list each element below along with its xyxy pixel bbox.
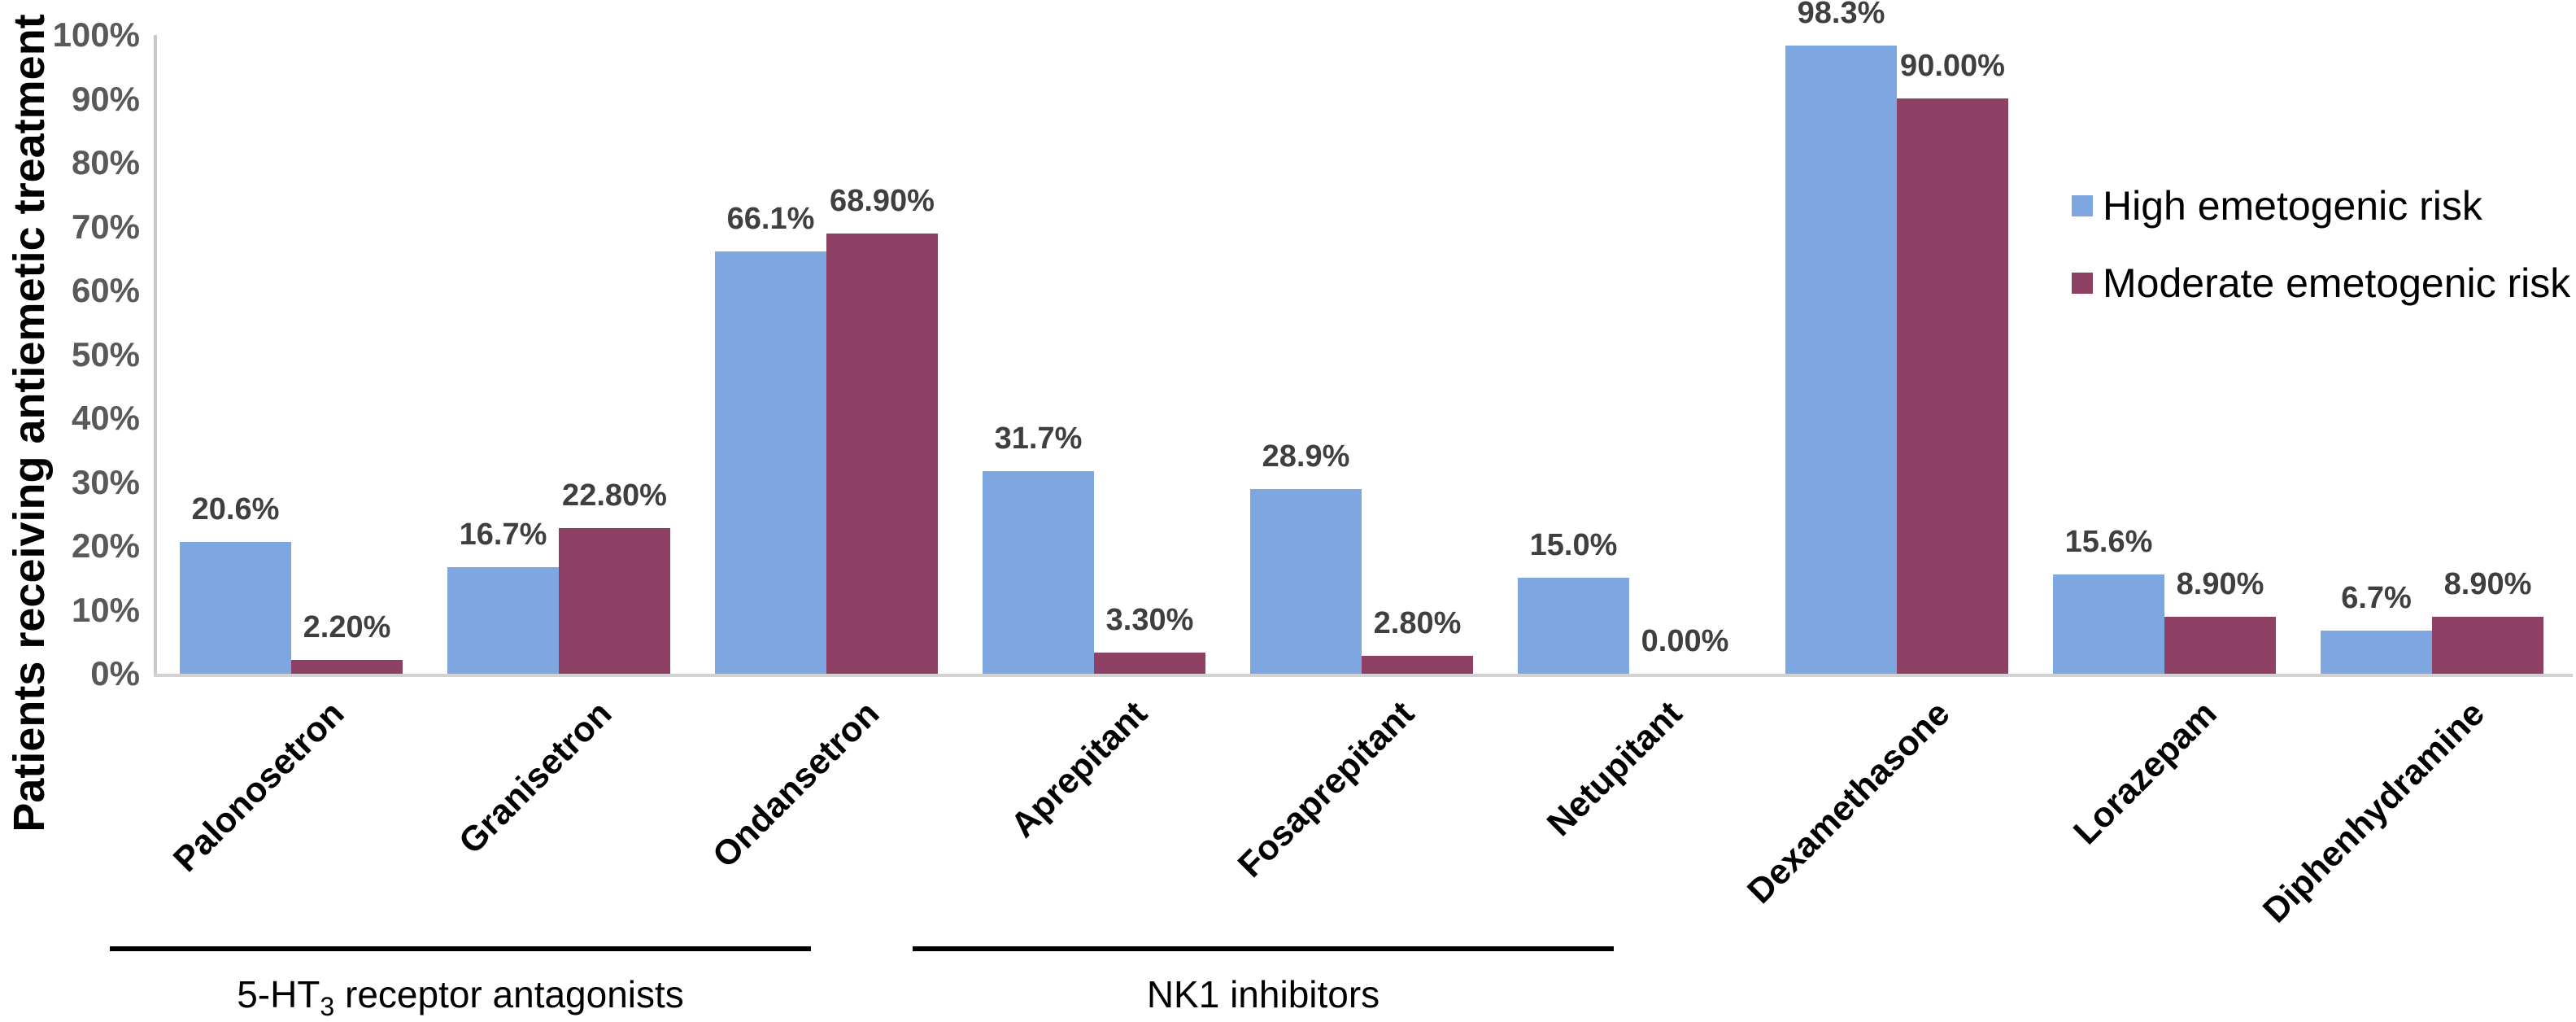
value-label: 98.3% <box>1797 0 1885 30</box>
y-tick-label: 20% <box>71 526 140 565</box>
legend-label-high: High emetogenic risk <box>2103 183 2482 229</box>
group-label: NK1 inhibitors <box>1146 973 1380 1015</box>
value-label: 15.6% <box>2064 525 2153 559</box>
legend-item-moderate: Moderate emetogenic risk <box>2072 263 2570 304</box>
category-label: Granisetron <box>451 693 620 862</box>
value-label: 2.20% <box>303 610 391 644</box>
bar-moderate <box>291 660 403 674</box>
bar-moderate <box>1897 98 2008 674</box>
y-tick-label: 80% <box>71 143 140 181</box>
value-label: 15.0% <box>1529 528 1618 562</box>
y-tick-label: 100% <box>52 15 140 54</box>
bar-high <box>983 471 1094 674</box>
value-label: 20.6% <box>191 492 280 526</box>
bar-moderate <box>1094 653 1205 674</box>
bar-moderate <box>826 234 938 674</box>
value-label: 6.7% <box>2341 581 2412 615</box>
category-label: Lorazepam <box>2066 693 2225 853</box>
y-tick-label: 40% <box>71 399 140 437</box>
bar-high <box>2321 631 2432 674</box>
bar-high <box>180 542 291 674</box>
value-label: 66.1% <box>726 202 815 236</box>
y-tick-label: 0% <box>90 654 140 692</box>
value-label: 8.90% <box>2176 567 2264 601</box>
bar-moderate <box>1362 656 1473 674</box>
value-label: 2.80% <box>1373 606 1462 640</box>
y-axis-line <box>154 35 157 677</box>
bar-high <box>1250 489 1362 674</box>
y-tick-label: 30% <box>71 462 140 501</box>
bar-moderate <box>2432 617 2543 674</box>
value-label: 16.7% <box>459 518 547 552</box>
value-label: 31.7% <box>994 421 1083 456</box>
value-label: 90.00% <box>1900 49 2005 83</box>
value-label: 68.90% <box>830 184 935 218</box>
bar-high <box>447 567 559 674</box>
group-underline <box>110 946 811 951</box>
category-label: Aprepitant <box>1003 693 1155 845</box>
category-label: Ondansetron <box>705 693 887 876</box>
x-axis-line <box>154 674 2573 677</box>
value-label: 0.00% <box>1641 624 1729 658</box>
legend: High emetogenic risk Moderate emetogenic… <box>2072 186 2570 340</box>
legend-item-high: High emetogenic risk <box>2072 186 2570 226</box>
bar-high <box>1785 46 1897 674</box>
y-tick-label: 50% <box>71 334 140 373</box>
bar-high <box>1518 578 1629 674</box>
legend-label-moderate: Moderate emetogenic risk <box>2103 260 2571 306</box>
legend-swatch-high-icon <box>2072 195 2093 216</box>
category-label: Fosaprepitant <box>1231 693 1423 885</box>
category-label: Diphenhydramine <box>2256 693 2493 931</box>
y-tick-label: 60% <box>71 271 140 309</box>
value-label: 28.9% <box>1262 439 1350 474</box>
bar-moderate <box>2164 617 2276 674</box>
category-label: Dexamethasone <box>1739 693 1958 911</box>
y-tick-label: 70% <box>71 207 140 246</box>
category-label: Netupitant <box>1539 693 1690 844</box>
bar-high <box>2053 574 2164 674</box>
y-tick-label: 90% <box>71 79 140 118</box>
bar-high <box>715 251 826 674</box>
group-underline <box>913 946 1614 951</box>
value-label: 8.90% <box>2443 567 2532 601</box>
value-label: 22.80% <box>562 478 667 513</box>
group-label: 5-HT3 receptor antagonists <box>237 973 684 1022</box>
y-tick-label: 10% <box>71 590 140 629</box>
bar-moderate <box>559 528 670 674</box>
value-label: 3.30% <box>1105 603 1194 637</box>
category-label: Palonosetron <box>165 693 352 880</box>
legend-swatch-moderate-icon <box>2072 273 2093 294</box>
